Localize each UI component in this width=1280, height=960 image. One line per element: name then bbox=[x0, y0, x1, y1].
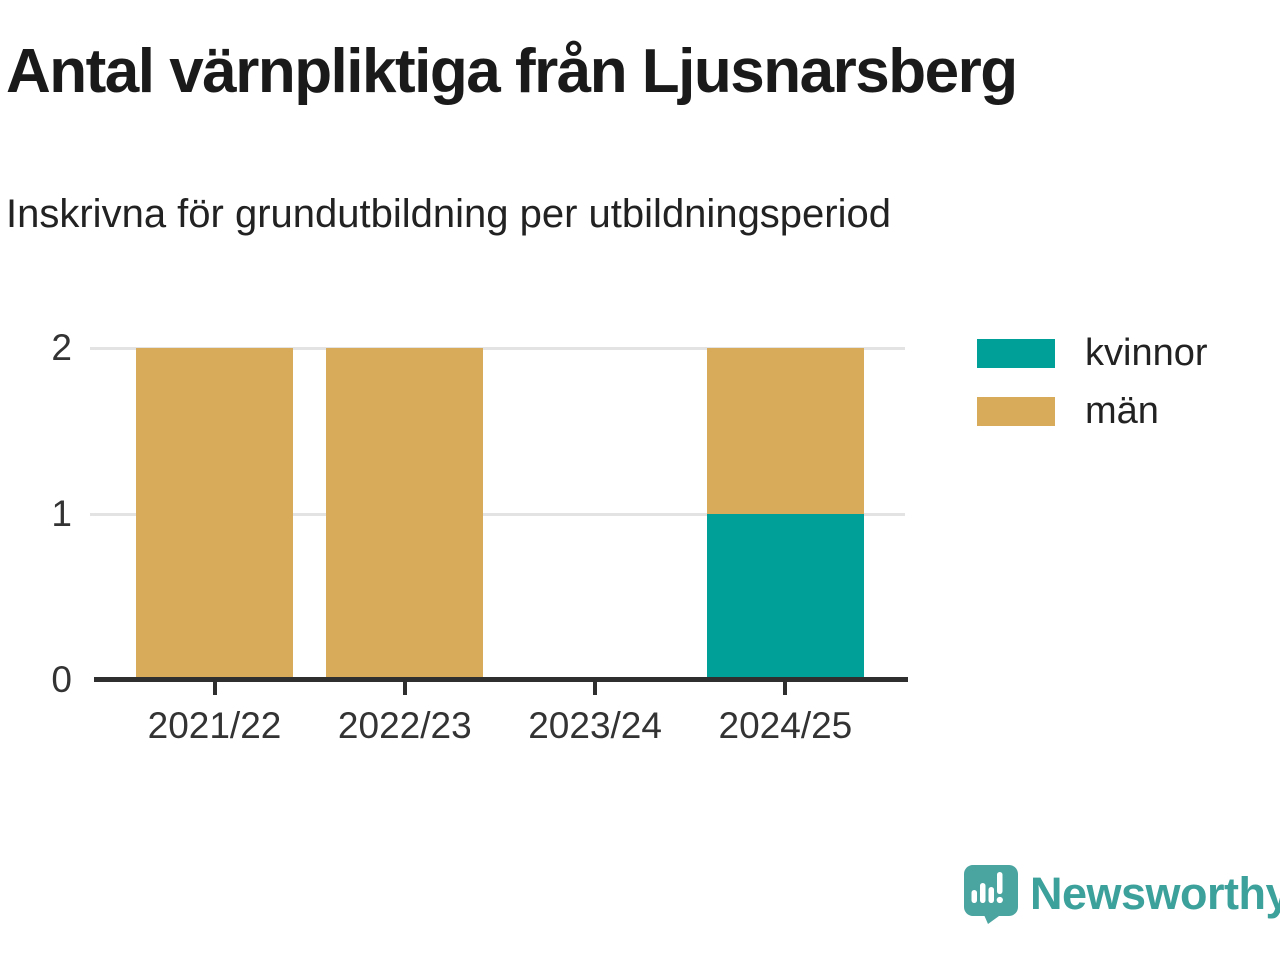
chart-title: Antal värnpliktiga från Ljusnarsberg bbox=[6, 37, 1018, 106]
legend-label: kvinnor bbox=[1085, 332, 1208, 374]
brand-name: Newsworthy bbox=[1030, 868, 1280, 919]
bar-segment-män bbox=[326, 348, 484, 680]
x-tick-label: 2023/24 bbox=[528, 705, 662, 746]
y-tick-label: 2 bbox=[51, 327, 72, 368]
newsworthy-logo-icon bbox=[964, 865, 1018, 924]
legend-item: kvinnor bbox=[977, 332, 1208, 374]
chart-subtitle: Inskrivna för grundutbildning per utbild… bbox=[6, 192, 891, 236]
x-tick-label: 2024/25 bbox=[718, 705, 853, 746]
y-tick-label: 0 bbox=[51, 659, 72, 700]
x-axis-tick bbox=[593, 682, 598, 695]
legend-item: män bbox=[977, 390, 1208, 432]
x-axis-line bbox=[94, 677, 908, 682]
legend-swatch bbox=[977, 396, 1055, 426]
bar-segment-kvinnor bbox=[706, 514, 864, 680]
bar-segment-män bbox=[136, 348, 293, 680]
legend-swatch bbox=[977, 338, 1055, 368]
y-tick-label: 1 bbox=[51, 493, 72, 534]
legend-label: män bbox=[1085, 390, 1159, 432]
x-axis-tick bbox=[212, 682, 217, 695]
gridline bbox=[90, 512, 905, 516]
bar-segment-män bbox=[706, 348, 864, 514]
brand-footer: Newsworthy bbox=[963, 864, 1280, 924]
x-axis-tick bbox=[783, 682, 788, 695]
x-tick-label: 2021/22 bbox=[147, 705, 282, 746]
legend: kvinnor män bbox=[977, 332, 1208, 454]
x-tick-label: 2022/23 bbox=[337, 705, 472, 746]
gridline bbox=[90, 346, 905, 350]
x-axis-tick bbox=[402, 682, 407, 695]
